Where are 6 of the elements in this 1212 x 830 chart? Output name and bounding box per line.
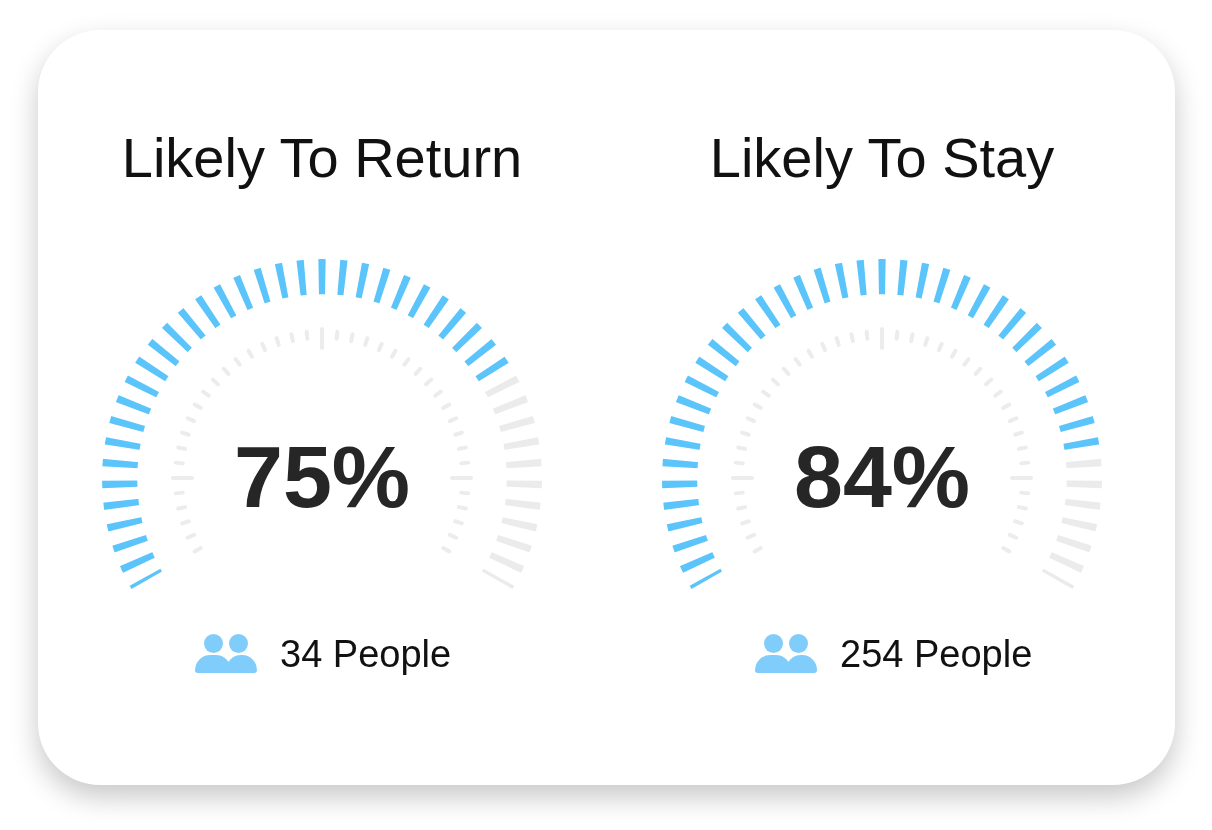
chart-title: Likely To Stay [708, 125, 1056, 191]
data-label: 75% [233, 427, 411, 527]
chart-title: Likely To Return [120, 125, 524, 191]
text: 254 People [840, 632, 1033, 676]
text: 34 People [280, 632, 452, 676]
data-label: 84% [793, 427, 971, 527]
